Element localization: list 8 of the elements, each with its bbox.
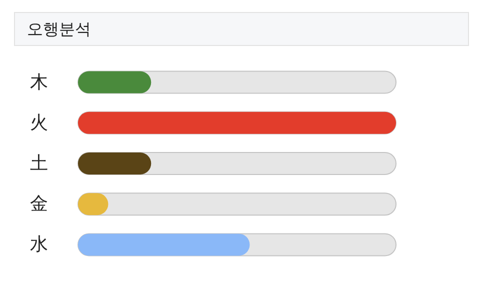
y-tick-label: 金 (30, 194, 48, 215)
y-tick-label: 水 (30, 234, 48, 256)
bar (78, 71, 152, 94)
bar (78, 152, 152, 174)
y-tick-label: 火 (30, 112, 48, 134)
y-tick-label: 土 (30, 153, 48, 174)
chart-title: 오행분석 (27, 20, 91, 38)
y-tick-label: 木 (30, 72, 48, 93)
